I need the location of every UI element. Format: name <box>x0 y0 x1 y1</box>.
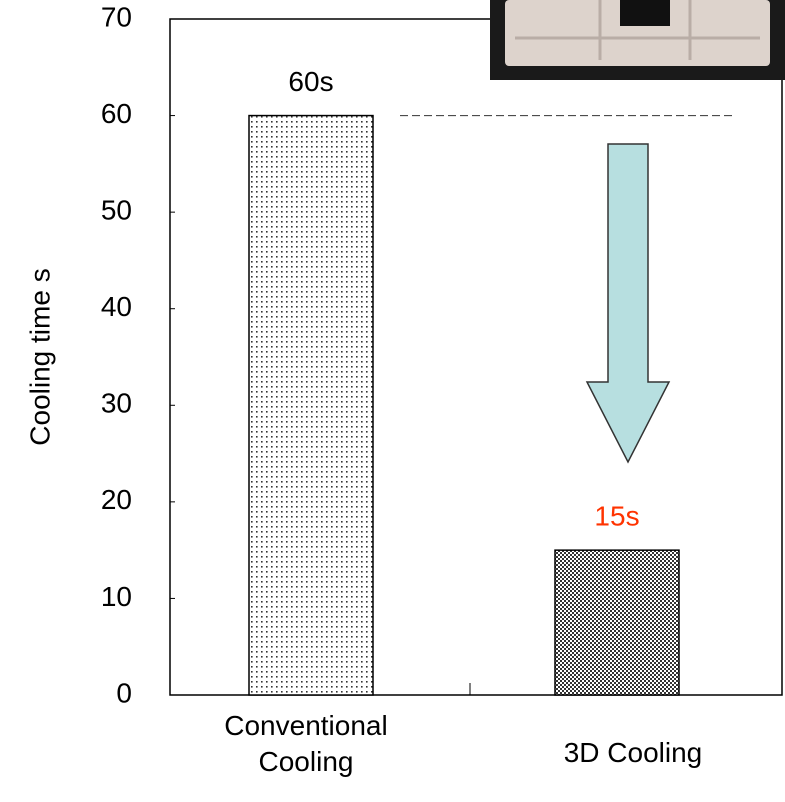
x-tick-label: 3D Cooling <box>533 735 733 771</box>
y-axis-title: Cooling time s <box>24 268 55 445</box>
y-tick-label: 60 <box>101 98 132 129</box>
y-tick-label: 0 <box>116 677 132 708</box>
value-label: 60s <box>288 66 333 97</box>
chart: Cooling time s 0 10 20 30 40 50 60 70 60s 15s Con… <box>0 0 785 802</box>
chart-svg: Cooling time s 0 10 20 30 40 50 60 70 60s 15s <box>0 0 785 802</box>
y-tick-label: 50 <box>101 195 132 226</box>
y-tick-label: 70 <box>101 1 132 32</box>
y-tick-label: 20 <box>101 484 132 515</box>
bar <box>249 116 373 695</box>
x-tick-label: Conventional Cooling <box>211 708 401 780</box>
value-label: 15s <box>594 501 639 532</box>
y-tick-label: 30 <box>101 388 132 419</box>
photo <box>490 0 785 80</box>
y-tick-label: 10 <box>101 581 132 612</box>
bar <box>555 550 679 695</box>
y-tick-label: 40 <box>101 291 132 322</box>
